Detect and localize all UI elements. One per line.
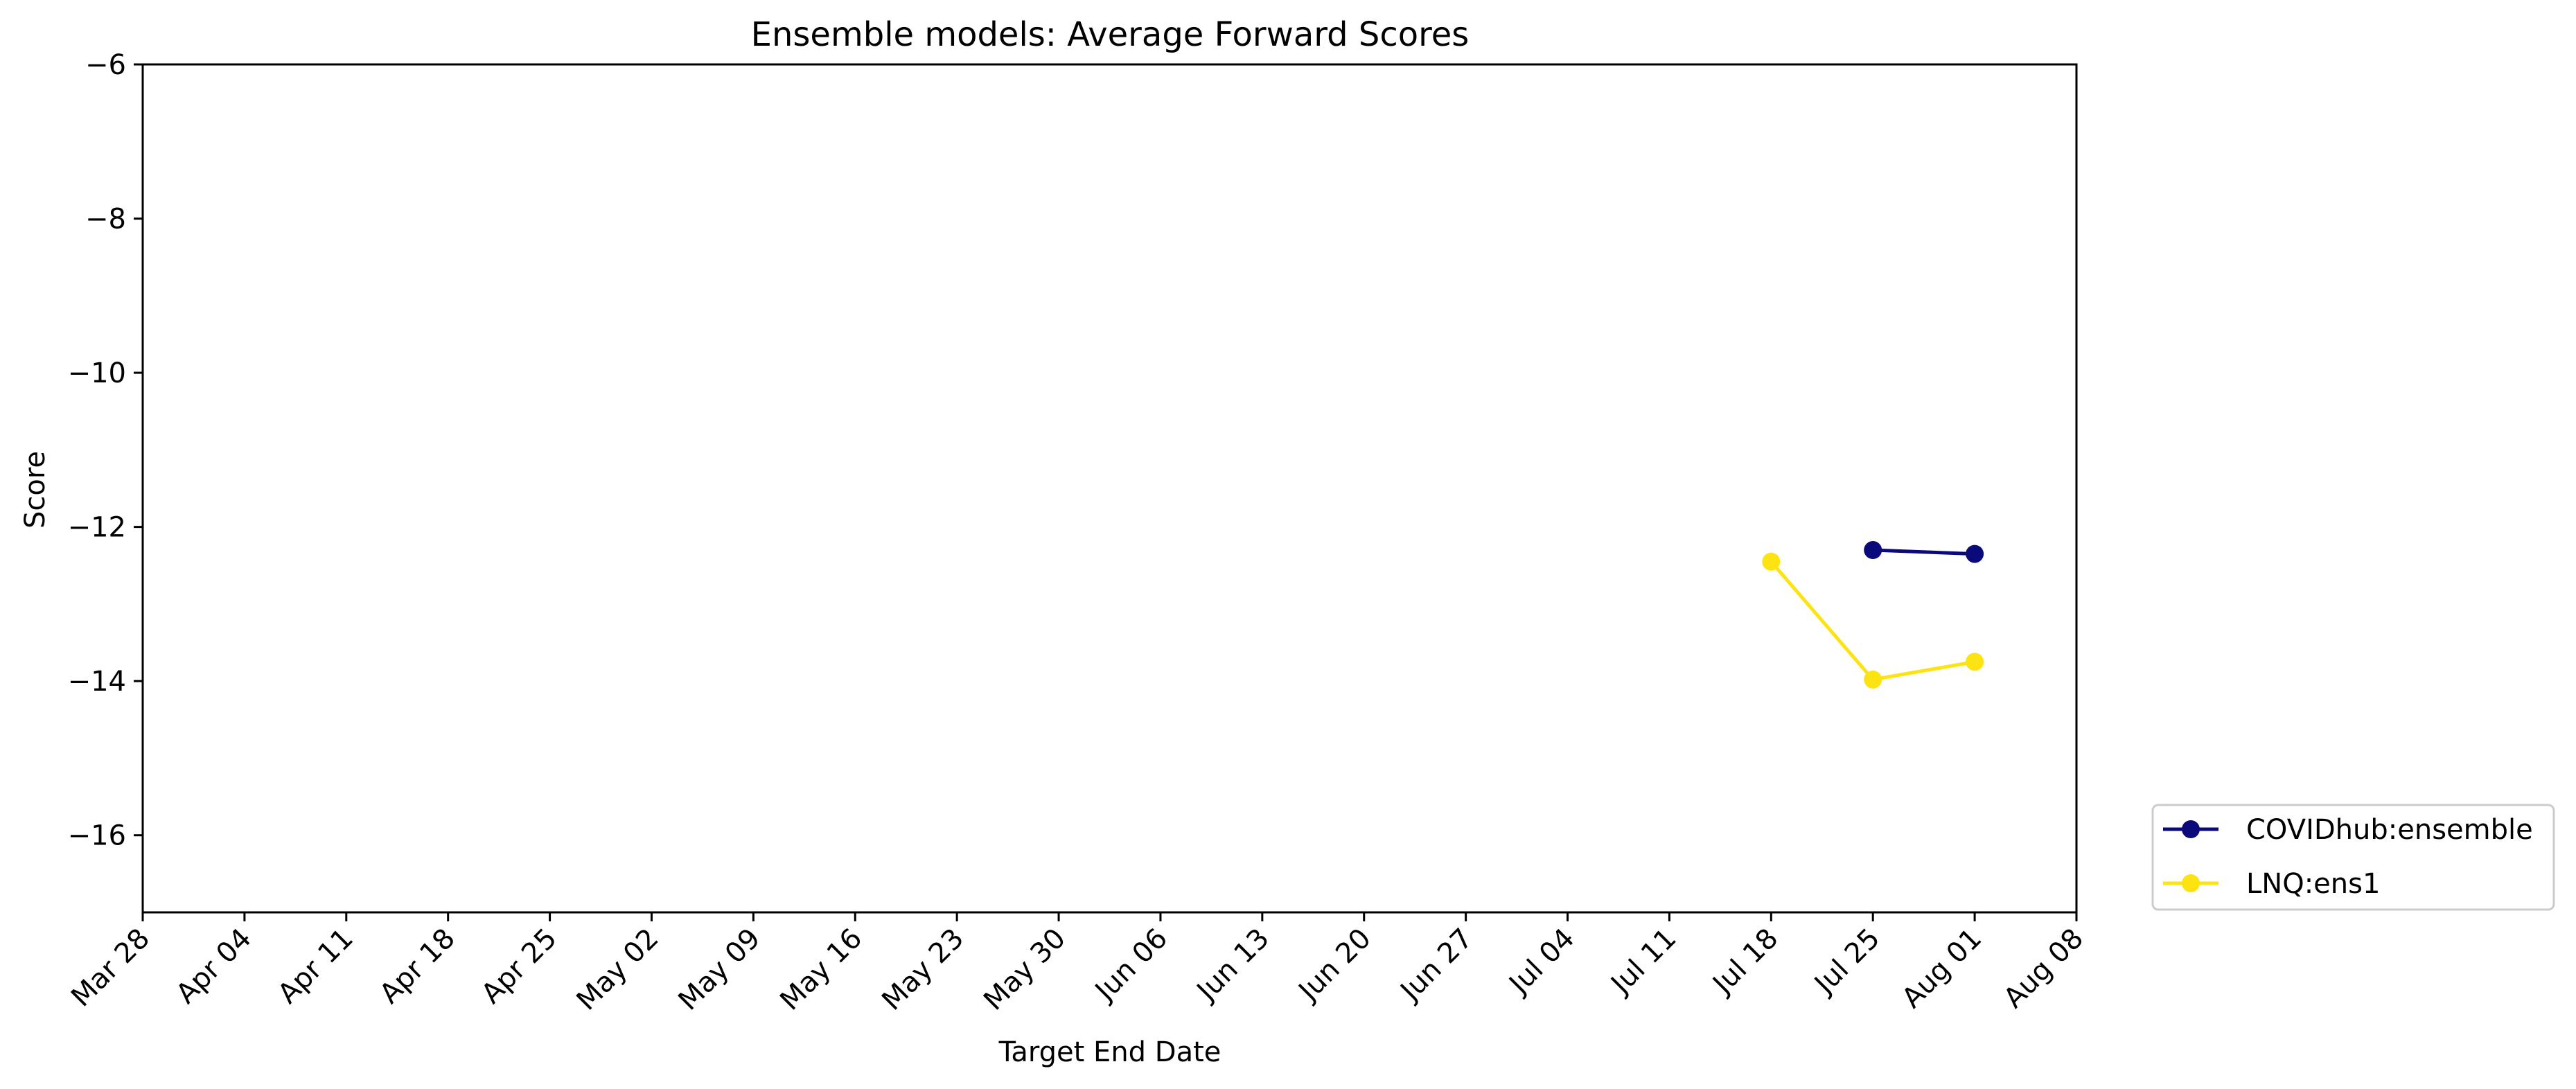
y-tick-label: −16: [68, 820, 126, 852]
x-tick-label: Apr 11: [272, 923, 359, 1010]
data-point: [1864, 541, 1882, 560]
y-ticks: −6 −8 −10 −12 −14 −16: [68, 49, 143, 852]
x-tick-label: May 30: [978, 923, 1072, 1017]
legend-marker: [2182, 874, 2200, 892]
x-ticks: Mar 28 Apr 04 Apr 11 Apr 18 Apr 25 May 02 May …: [65, 912, 2090, 1017]
y-tick-label: −6: [85, 49, 126, 81]
x-tick-label: May 09: [672, 923, 766, 1017]
data-point: [1864, 670, 1882, 689]
data-point: [1762, 552, 1781, 571]
y-tick-label: −8: [85, 204, 126, 236]
x-tick-label: May 23: [876, 923, 970, 1017]
data-point: [1966, 653, 1984, 671]
x-tick-label: Apr 25: [475, 923, 563, 1010]
y-tick-label: −12: [68, 512, 126, 544]
x-tick-label: Jun 20: [1291, 923, 1377, 1009]
x-tick-label: Apr 04: [170, 923, 258, 1010]
series-layer: [1762, 541, 1984, 689]
x-tick-label: Jul 25: [1808, 923, 1887, 1002]
series-line: [1873, 548, 1975, 556]
data-point: [1966, 544, 1984, 563]
x-tick-label: Jun 06: [1088, 923, 1174, 1009]
x-tick-label: Jun 27: [1393, 923, 1479, 1009]
legend-label: COVIDhub:ensemble: [2246, 814, 2533, 846]
legend-label: LNQ:ens1: [2246, 868, 2380, 900]
x-tick-label: Aug 08: [1997, 923, 2090, 1015]
x-tick-label: Jul 04: [1502, 923, 1581, 1002]
legend: COVIDhub:ensemble LNQ:ens1: [2151, 804, 2555, 911]
chart-title: Ensemble models: Average Forward Scores: [751, 15, 1470, 54]
legend-box: [2151, 804, 2555, 911]
legend-marker: [2182, 820, 2200, 838]
x-tick-label: Apr 18: [373, 923, 461, 1010]
x-tick-label: Mar 28: [65, 923, 156, 1013]
x-tick-label: May 02: [571, 923, 665, 1017]
x-tick-label: Aug 01: [1896, 923, 1988, 1015]
y-axis-label: Score: [19, 451, 51, 529]
y-tick-label: −10: [68, 357, 126, 389]
y-tick-label: −14: [68, 666, 126, 698]
x-tick-label: May 16: [774, 923, 868, 1017]
x-axis-label: Target End Date: [998, 1036, 1221, 1068]
series-line: [1770, 560, 1975, 682]
x-tick-label: Jul 18: [1706, 923, 1785, 1002]
plot-frame: [141, 63, 2078, 914]
x-tick-label: Jul 11: [1604, 923, 1683, 1002]
x-tick-label: Jun 13: [1190, 923, 1276, 1009]
